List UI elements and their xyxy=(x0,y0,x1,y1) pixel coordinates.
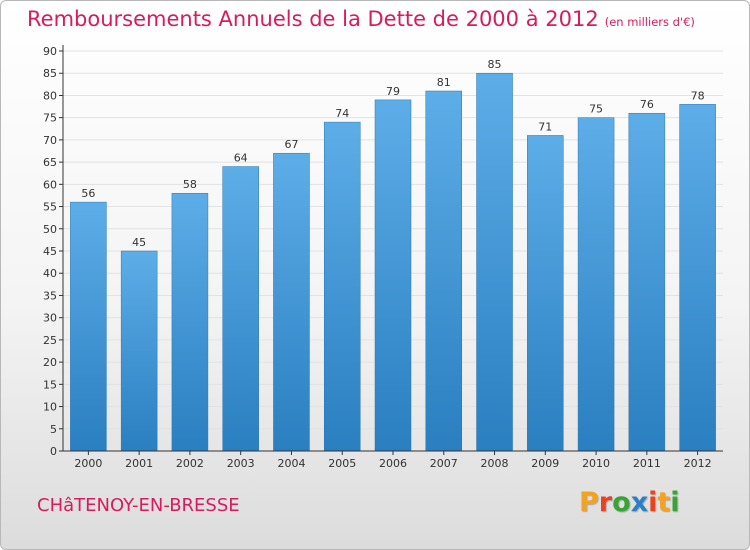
x-tick-label-2007: 2007 xyxy=(430,457,458,470)
chart-title-text: Remboursements Annuels de la Dette de 20… xyxy=(27,7,599,31)
logo-letter: i xyxy=(670,487,680,518)
y-tick-label: 0 xyxy=(50,445,57,458)
data-label-2006: 79 xyxy=(386,85,400,98)
bar-2006 xyxy=(374,99,412,452)
bar-2005 xyxy=(323,121,361,452)
axes xyxy=(59,45,723,455)
logo-letter: P xyxy=(579,487,599,518)
data-label-2000: 56 xyxy=(81,187,95,200)
y-tick-label: 70 xyxy=(43,134,57,147)
data-label-2001: 45 xyxy=(132,236,146,249)
bar-2012 xyxy=(679,104,716,452)
x-tick-label-2002: 2002 xyxy=(176,457,204,470)
x-tick-label-2011: 2011 xyxy=(633,457,661,470)
y-tick-label: 25 xyxy=(43,334,57,347)
bar-2003 xyxy=(222,166,259,452)
y-tick-label: 80 xyxy=(43,89,57,102)
bar-2004 xyxy=(273,152,310,452)
y-tick-label: 35 xyxy=(43,289,57,302)
data-label-2008: 85 xyxy=(488,58,502,71)
bar-2007 xyxy=(425,90,463,452)
y-tick-label: 85 xyxy=(43,67,57,80)
logo-letter: r xyxy=(598,487,613,518)
bar-2002 xyxy=(171,192,209,452)
data-label-2002: 58 xyxy=(183,178,197,191)
x-tick-label-2012: 2012 xyxy=(684,457,712,470)
y-tick-label: 50 xyxy=(43,223,57,236)
data-label-2009: 71 xyxy=(538,120,552,133)
y-tick-label: 10 xyxy=(43,401,57,414)
y-tick-label: 60 xyxy=(43,178,57,191)
y-tick-label: 20 xyxy=(43,356,57,369)
x-tick-label-2010: 2010 xyxy=(582,457,610,470)
proxiti-logo: Proxiti xyxy=(579,487,680,518)
logo-letter: x xyxy=(630,487,649,518)
bar-2000 xyxy=(70,201,107,452)
y-tick-label: 90 xyxy=(43,45,57,58)
data-label-2003: 64 xyxy=(234,152,248,165)
y-tick-label: 15 xyxy=(43,378,57,391)
data-label-2010: 75 xyxy=(589,103,603,116)
bar-2008 xyxy=(476,72,513,452)
bar-2009 xyxy=(527,135,564,452)
chart-title: Remboursements Annuels de la Dette de 20… xyxy=(27,7,695,31)
bar-2010 xyxy=(577,117,615,452)
y-tick-label: 30 xyxy=(43,312,57,325)
logo-letter: o xyxy=(612,487,631,518)
y-tick-label: 40 xyxy=(43,267,57,280)
logo-letter: i xyxy=(648,487,658,518)
x-tick-label-2009: 2009 xyxy=(531,457,559,470)
x-tick-label-2003: 2003 xyxy=(227,457,255,470)
y-tick-label: 75 xyxy=(43,112,57,125)
y-tick-label: 5 xyxy=(50,423,57,436)
x-tick-label-2008: 2008 xyxy=(481,457,509,470)
y-tick-label: 65 xyxy=(43,156,57,169)
chart-subtitle: (en milliers d'€) xyxy=(604,15,695,29)
data-label-2004: 67 xyxy=(284,138,298,151)
x-tick-label-2005: 2005 xyxy=(328,457,356,470)
labels: 0 5 10 15 20 25 30 35 40 45 50 55 60 65 70 75 80 85 90 56 20… xyxy=(43,45,712,470)
x-tick-label-2001: 2001 xyxy=(125,457,153,470)
y-tick-label: 45 xyxy=(43,245,57,258)
y-tick-label: 55 xyxy=(43,201,57,214)
x-tick-label-2000: 2000 xyxy=(74,457,102,470)
x-tick-label-2004: 2004 xyxy=(277,457,305,470)
data-label-2005: 74 xyxy=(335,107,349,120)
bar-2011 xyxy=(628,112,666,452)
data-label-2012: 78 xyxy=(691,89,705,102)
x-tick-label-2006: 2006 xyxy=(379,457,407,470)
bar-2001 xyxy=(120,250,158,452)
data-label-2011: 76 xyxy=(640,98,654,111)
bars xyxy=(70,72,716,452)
data-label-2007: 81 xyxy=(437,76,451,89)
logo-letter: t xyxy=(657,487,671,518)
city-name: CHâTENOY-EN-BRESSE xyxy=(37,495,240,516)
